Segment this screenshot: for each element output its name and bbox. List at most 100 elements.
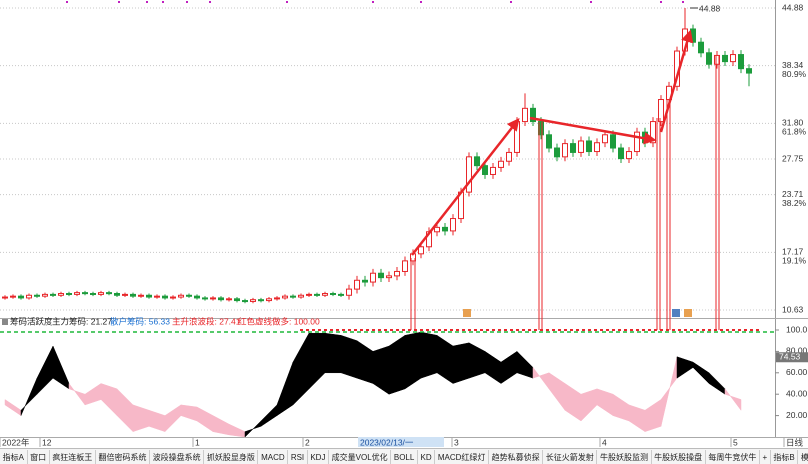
candle-body (178, 294, 184, 298)
fib-label: 19.1% (782, 256, 807, 266)
current-value: 74.53 (779, 352, 801, 362)
candle-body (226, 298, 232, 301)
chip-band (372, 345, 390, 395)
candle-body (698, 41, 704, 54)
chip-band (388, 334, 406, 395)
tab[interactable]: 牛股妖股监测 (597, 449, 652, 464)
date-label: 日线 (786, 437, 804, 447)
chip-band (468, 342, 486, 379)
tab[interactable]: 长征火箭发射 (543, 449, 598, 464)
y-tick-label: 17.17 (782, 247, 804, 257)
tab[interactable]: 成交量VOL优化 (329, 449, 392, 464)
date-label: 5 (733, 437, 738, 447)
chip-band (676, 356, 694, 379)
chip-band (500, 350, 518, 384)
candle-body (522, 107, 528, 123)
candle-body (722, 54, 728, 63)
tab[interactable]: 抓妖股显身版 (204, 449, 259, 464)
candle-body (162, 295, 168, 299)
tab[interactable]: 窗口 (28, 449, 50, 464)
event-icons (463, 309, 692, 317)
chip-band (596, 388, 614, 417)
chip-band (68, 382, 86, 406)
tab[interactable]: KDJ (308, 449, 330, 464)
chip-band (436, 334, 454, 384)
date-label: 4 (602, 437, 607, 447)
chip-band (292, 332, 310, 406)
chart: 10.63 17.17 23.71 27.75 31.80 38.34 44.88 19.1%… (0, 0, 808, 447)
candle-body (570, 143, 576, 153)
date-label: 2022年 (2, 437, 30, 447)
tab[interactable]: 牛股妖股操盘 (652, 449, 706, 464)
candle-body (98, 292, 104, 295)
chip-band (116, 388, 134, 433)
candle-body (354, 279, 360, 290)
candle-body (394, 270, 400, 277)
chip-band (660, 356, 678, 427)
candle-body (58, 293, 64, 296)
chip-band (484, 350, 502, 384)
tab[interactable]: MACD红绿灯 (435, 449, 489, 464)
candle-body (282, 295, 288, 299)
fib-label: 80.9% (782, 69, 807, 79)
candle-body (466, 156, 472, 193)
chip-band (244, 420, 262, 438)
cursor-date-bg (358, 437, 444, 447)
tab[interactable]: 指标B (771, 449, 799, 464)
tab[interactable]: 每周牛竞伏牛 (706, 449, 760, 464)
tab[interactable]: 趋势私募侦探 (489, 449, 544, 464)
chip-band (612, 393, 630, 422)
candle-body (634, 131, 640, 153)
y-tick-label: 100.0 (786, 324, 808, 334)
chip-band (100, 383, 118, 417)
tab[interactable]: BOLL (391, 449, 418, 464)
candle-body (322, 293, 328, 296)
chip-band (516, 350, 534, 379)
chip-band (36, 345, 54, 395)
chip-band (276, 362, 294, 417)
candle-body (602, 134, 608, 144)
candle-body (50, 293, 56, 296)
candle-body (346, 288, 352, 296)
candle-body (578, 140, 584, 153)
y-tick-label: 10.63 (782, 304, 804, 314)
candle-body (106, 292, 112, 295)
tab[interactable]: 翻倍密码系统 (96, 449, 151, 464)
chip-band (692, 361, 710, 385)
chip-band (84, 383, 102, 406)
y-tick-label: 60.00 (786, 367, 808, 377)
candle-body (658, 99, 664, 123)
candle-body (738, 54, 744, 70)
tab[interactable]: KD (418, 449, 436, 464)
candle-body (42, 293, 48, 297)
tab[interactable]: RSI (288, 449, 308, 464)
tab[interactable]: MACD (258, 449, 289, 464)
chip-band (324, 332, 342, 374)
tab[interactable]: 波段操盘系统 (150, 449, 205, 464)
candle-body (130, 293, 136, 297)
chip-band (164, 404, 182, 433)
candle-body (730, 54, 736, 63)
tab[interactable]: 疯狂连板王 (50, 449, 96, 464)
date-label: 2 (305, 437, 310, 447)
candle-body (330, 293, 336, 296)
candle-body (490, 166, 496, 175)
candle-body (266, 298, 272, 302)
candle-body (402, 260, 408, 272)
y-tick-label: 40.00 (786, 388, 808, 398)
candle-body (274, 297, 280, 300)
chip-band (340, 335, 358, 379)
chip-band (228, 423, 246, 438)
tab[interactable]: + (760, 449, 771, 464)
candle-body (610, 134, 616, 149)
tab[interactable]: 模板 (798, 450, 808, 464)
candle-body (2, 296, 8, 299)
candle-body (242, 300, 248, 303)
y-tick-label: 31.80 (782, 118, 804, 128)
y-tick-label: 44.88 (782, 2, 804, 12)
candle-body (690, 28, 696, 43)
tab[interactable]: 指标A (0, 449, 28, 464)
chip-band (452, 342, 470, 384)
candle-body (138, 294, 144, 297)
